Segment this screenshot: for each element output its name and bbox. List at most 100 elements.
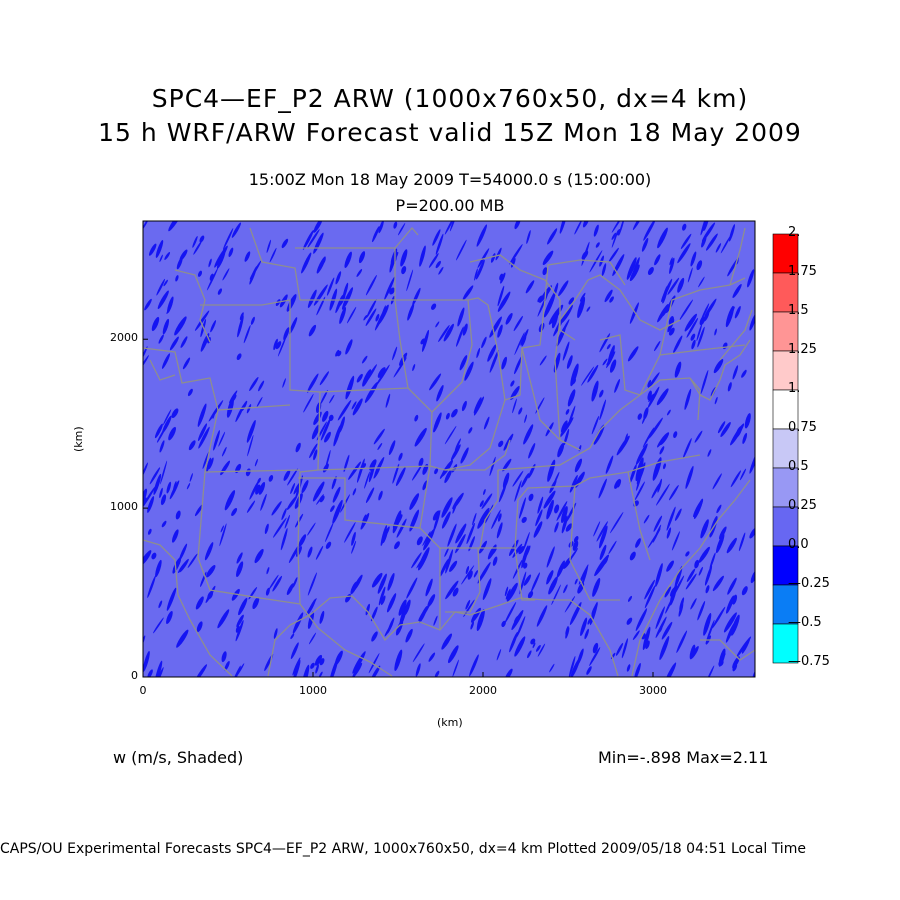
shading-streak [684, 388, 692, 410]
shading-streak [206, 457, 212, 473]
shading-streak [400, 249, 408, 267]
shading-streak [231, 508, 238, 516]
shading-streak [697, 326, 705, 348]
state-borders [143, 226, 755, 677]
shading-streak [723, 612, 737, 633]
shading-streak [356, 373, 363, 383]
shading-streak [655, 606, 665, 630]
shading-streak [694, 430, 703, 443]
shading-streak [703, 613, 712, 636]
shading-streak [432, 510, 440, 521]
shading-streak [518, 407, 523, 415]
shading-streak [554, 521, 559, 533]
shading-streak [332, 499, 343, 524]
shading-streak [598, 525, 608, 549]
shading-streak [292, 577, 298, 588]
shading-streak [415, 663, 421, 677]
shading-streak [162, 409, 172, 426]
shading-streak [562, 341, 570, 361]
shading-streak [224, 490, 236, 511]
shading-streak [644, 585, 656, 609]
shading-streak [627, 595, 633, 602]
shading-streak [524, 414, 528, 423]
shading-streak [505, 312, 513, 325]
shading-streak [496, 522, 503, 539]
shading-streak [461, 400, 467, 412]
shading-streak [686, 317, 699, 338]
shading-streak [411, 464, 423, 481]
shading-streak [418, 604, 430, 622]
shading-streak [290, 642, 299, 660]
shading-streak [166, 303, 173, 315]
shading-streak [406, 269, 414, 292]
shading-streak [687, 267, 693, 283]
shading-streak [467, 570, 473, 580]
shading-streak [298, 534, 307, 547]
shading-streak [169, 336, 179, 351]
shading-streak [161, 353, 171, 369]
shading-streak [473, 396, 485, 416]
shading-streak [666, 560, 674, 572]
shading-streak [434, 468, 439, 475]
shading-streak [219, 523, 227, 547]
shading-streak [345, 339, 353, 355]
shading-streak [182, 357, 191, 370]
shading-streak [155, 559, 162, 578]
shading-streak [224, 660, 230, 671]
shading-streak [250, 316, 255, 325]
shading-streak [510, 385, 520, 400]
shading-streak [481, 336, 487, 349]
shading-streak [385, 393, 391, 408]
shading-streak [218, 431, 226, 447]
shading-streak [377, 442, 383, 451]
shading-streak [459, 355, 468, 371]
shading-streak [608, 247, 619, 263]
shading-streak [698, 276, 705, 288]
shading-streak [352, 651, 366, 674]
shading-streak [239, 312, 244, 321]
valid-time-label: 15:00Z Mon 18 May 2009 T=54000.0 s (15:0… [248, 170, 652, 189]
shading-streak [166, 610, 173, 625]
shading-streak [742, 432, 748, 444]
shading-streak [277, 334, 287, 357]
shading-streak [679, 597, 685, 611]
shading-streak [567, 389, 576, 407]
shading-streak [175, 510, 181, 520]
shading-streak [500, 272, 506, 284]
shading-streak [599, 399, 607, 421]
shading-streak [712, 575, 724, 592]
shading-streak [351, 401, 357, 410]
shading-streak [451, 408, 458, 418]
shading-streak [504, 668, 513, 677]
shading-streak [199, 235, 205, 243]
shading-streak [618, 221, 625, 236]
shading-streak [159, 440, 165, 453]
colorbar-label: —0.75 [788, 654, 830, 669]
shading-streak [326, 277, 335, 296]
shading-streak [398, 452, 403, 461]
shading-streak [656, 483, 670, 506]
shading-streak [727, 577, 737, 595]
shading-streak [610, 511, 624, 534]
shading-streak [204, 542, 214, 561]
field-label: w (m/s, Shaded) [113, 748, 244, 767]
shading-streak [530, 638, 536, 645]
shading-streak [331, 476, 337, 490]
shading-streak [325, 522, 334, 543]
shading-streak [290, 633, 295, 640]
shading-streak [144, 298, 152, 311]
shading-streak [593, 224, 599, 237]
shading-streak [719, 526, 727, 540]
shading-streak [699, 316, 706, 326]
shading-streak [690, 251, 697, 267]
x-tick-label: 2000 [469, 684, 497, 697]
shading-streak [556, 560, 565, 578]
shading-streak [667, 277, 680, 295]
shading-streak [346, 306, 357, 324]
shading-streak [392, 346, 398, 361]
shading-streak [644, 579, 655, 600]
shading-streak [626, 664, 631, 672]
shading-streak [252, 597, 260, 610]
shading-streak [180, 336, 188, 348]
shading-streak [542, 250, 554, 265]
